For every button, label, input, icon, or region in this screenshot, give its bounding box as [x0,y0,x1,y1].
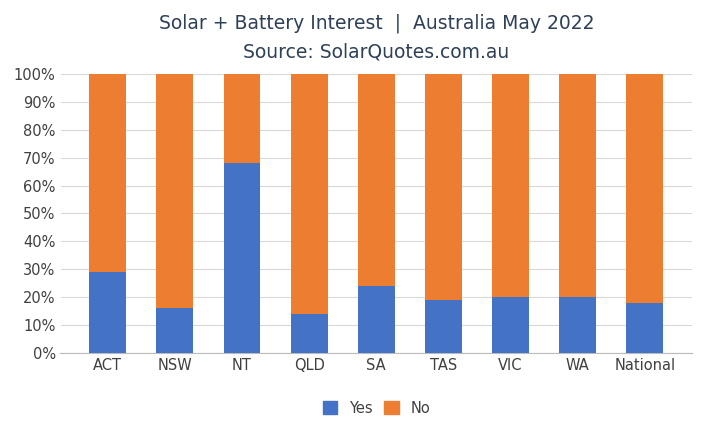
Bar [156,308,193,353]
Bar [89,74,126,272]
Bar [425,74,462,300]
Bar [626,303,664,353]
Bar [224,74,261,163]
Bar [291,74,328,314]
Title: Solar + Battery Interest  |  Australia May 2022
Source: SolarQuotes.com.au: Solar + Battery Interest | Australia May… [159,14,594,61]
Bar [291,314,328,353]
Bar [89,272,126,353]
Bar [559,297,597,353]
Bar [156,74,193,308]
Bar [425,300,462,353]
Bar [492,74,529,297]
Bar [358,286,395,353]
Bar [358,74,395,286]
Bar [559,74,597,297]
Bar [224,163,261,353]
Legend: Yes, No: Yes, No [318,396,434,420]
Bar [492,297,529,353]
Bar [626,74,664,303]
